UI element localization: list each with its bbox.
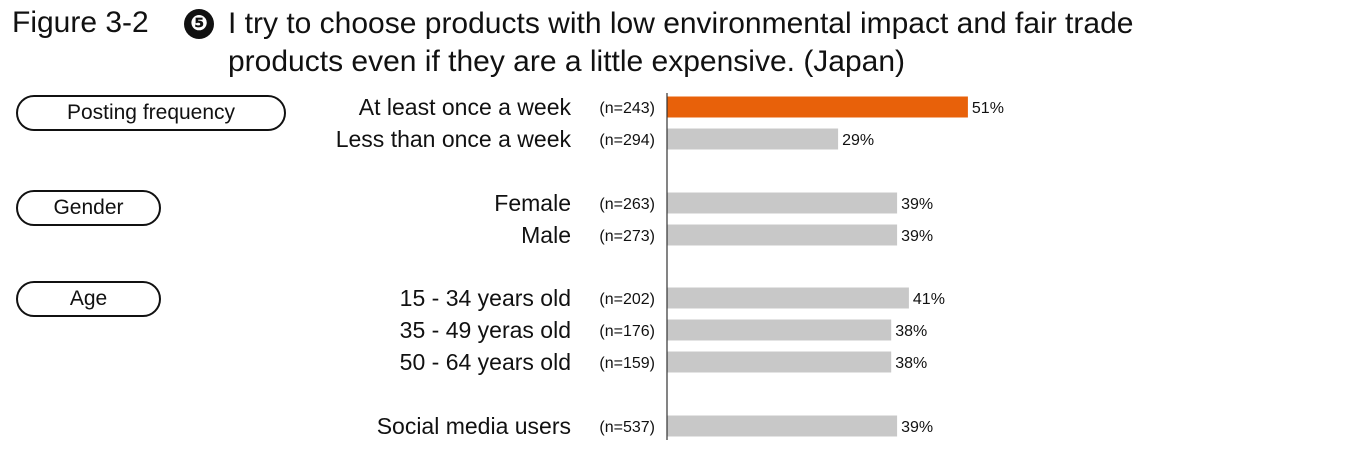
group-label-posting-frequency: Posting frequency	[16, 95, 286, 131]
category-label: Less than once a week	[336, 126, 572, 152]
category-label: Male	[521, 222, 571, 248]
bar	[667, 224, 898, 246]
sample-size-label: (n=202)	[599, 291, 655, 308]
sample-size-label: (n=294)	[599, 132, 655, 149]
data-label: 29%	[842, 132, 874, 149]
category-label: At least once a week	[359, 94, 572, 120]
data-label: 38%	[895, 355, 927, 372]
data-label: 51%	[972, 100, 1004, 117]
category-label: 50 - 64 years old	[400, 349, 571, 375]
data-label: 39%	[901, 419, 933, 436]
sample-size-label: (n=176)	[599, 323, 655, 340]
data-label: 39%	[901, 228, 933, 245]
bar	[667, 319, 892, 341]
bar	[667, 287, 909, 309]
category-label: 35 - 49 yeras old	[400, 317, 571, 343]
category-label: 15 - 34 years old	[400, 285, 571, 311]
bar	[667, 96, 968, 118]
bar	[667, 192, 898, 214]
sample-size-label: (n=159)	[599, 355, 655, 372]
group-label-age: Age	[16, 281, 161, 317]
bar	[667, 415, 898, 437]
bar	[667, 351, 892, 373]
sample-size-label: (n=243)	[599, 100, 655, 117]
group-label-gender: Gender	[16, 190, 161, 226]
category-label: Social media users	[377, 413, 571, 439]
chart-title-line-1: I try to choose products with low enviro…	[228, 7, 1134, 40]
data-label: 38%	[895, 323, 927, 340]
data-label: 39%	[901, 196, 933, 213]
sample-size-label: (n=537)	[599, 419, 655, 436]
bar	[667, 128, 839, 150]
number-five-icon: ❺	[184, 9, 214, 39]
sample-size-label: (n=263)	[599, 196, 655, 213]
category-label: Female	[494, 190, 571, 216]
data-label: 41%	[913, 291, 945, 308]
figure-label: Figure 3-2	[12, 6, 149, 39]
chart-title-line-2: products even if they are a little expen…	[228, 45, 906, 78]
sample-size-label: (n=273)	[599, 228, 655, 245]
